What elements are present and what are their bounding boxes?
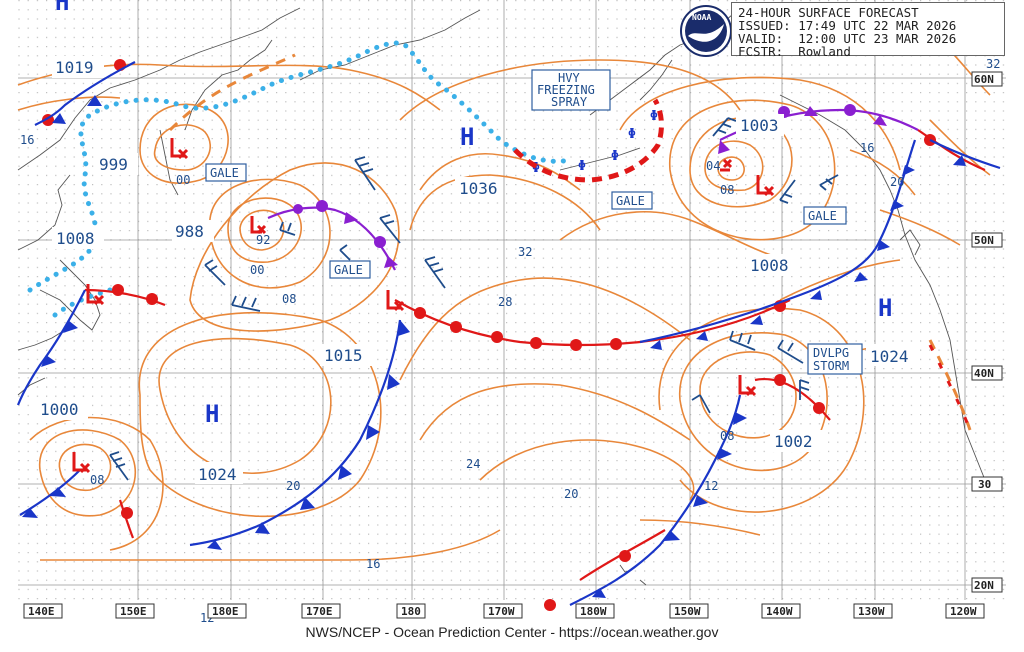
svg-text:04: 04 bbox=[706, 159, 720, 173]
low-pressure-label: 1003 bbox=[740, 116, 779, 135]
svg-text:40N: 40N bbox=[974, 367, 994, 380]
svg-text:08: 08 bbox=[282, 292, 296, 306]
freezing-spray-warning: FREEZING bbox=[537, 83, 595, 97]
low-pressure-label: 1019 bbox=[55, 58, 94, 77]
high-symbols: H H H H bbox=[55, 0, 892, 428]
latitude-labels: 60N 50N 40N 30 20N bbox=[971, 71, 1003, 593]
svg-text:180E: 180E bbox=[212, 605, 239, 618]
gale-warning: GALE bbox=[616, 194, 645, 208]
low-pressure-label: 999 bbox=[99, 155, 128, 174]
high-symbol: H bbox=[878, 294, 892, 322]
svg-text:20N: 20N bbox=[974, 579, 994, 592]
svg-text:60N: 60N bbox=[974, 73, 994, 86]
footer-credit: NWS/NCEP - Ocean Prediction Center - htt… bbox=[305, 624, 719, 640]
issued-value: 17:49 UTC 22 MAR 2026 bbox=[798, 18, 957, 33]
low-symbols bbox=[72, 138, 775, 474]
svg-text:12: 12 bbox=[704, 479, 718, 493]
svg-text:Φ: Φ bbox=[650, 109, 658, 124]
svg-text:Φ: Φ bbox=[532, 161, 540, 176]
low-pressure-label: 1008 bbox=[56, 229, 95, 248]
svg-text:120W: 120W bbox=[950, 605, 977, 618]
svg-text:20: 20 bbox=[286, 479, 300, 493]
svg-text:170W: 170W bbox=[488, 605, 515, 618]
svg-text:00: 00 bbox=[176, 173, 190, 187]
forecaster-line: FCSTR: Rowland bbox=[738, 44, 851, 59]
high-symbol: H bbox=[55, 0, 69, 16]
svg-text:180: 180 bbox=[401, 605, 421, 618]
svg-text:20: 20 bbox=[890, 175, 904, 189]
high-pressure-label: 1024 bbox=[198, 465, 237, 484]
storm-warning: DVLPG bbox=[813, 346, 849, 360]
freezing-spray-symbols: Φ Φ Φ Φ Φ bbox=[532, 109, 658, 176]
svg-text:130W: 130W bbox=[858, 605, 885, 618]
svg-text:20: 20 bbox=[564, 487, 578, 501]
isobars bbox=[17, 39, 991, 561]
low-pressure-label: 1008 bbox=[750, 256, 789, 275]
noaa-logo-text: NOAA bbox=[692, 13, 711, 22]
warning-labels: GALE GALE GALE GALE HVY FREEZING SPRAY D… bbox=[205, 69, 863, 375]
svg-text:32: 32 bbox=[518, 245, 532, 259]
cold-fronts bbox=[16, 61, 1001, 606]
noaa-logo: NOAA bbox=[680, 5, 732, 57]
svg-text:32: 32 bbox=[986, 57, 1000, 71]
svg-text:170E: 170E bbox=[306, 605, 333, 618]
svg-text:140W: 140W bbox=[766, 605, 793, 618]
freezing-spray-warning: HVY bbox=[558, 71, 580, 85]
svg-text:16: 16 bbox=[860, 141, 874, 155]
svg-text:08: 08 bbox=[720, 183, 734, 197]
graticule bbox=[18, 0, 1006, 600]
stationary-fronts bbox=[168, 53, 972, 431]
ice-edge bbox=[513, 98, 664, 183]
low-pressure-label: 1015 bbox=[324, 346, 363, 365]
svg-text:Φ: Φ bbox=[628, 127, 636, 142]
gale-warning: GALE bbox=[210, 166, 239, 180]
svg-text:140E: 140E bbox=[28, 605, 55, 618]
wind-barbs bbox=[109, 117, 839, 481]
longitude-labels: 140E 150E 180E 170E 180 170W 180W 150W 1… bbox=[23, 603, 985, 619]
low-pressure-label: 988 bbox=[175, 222, 204, 241]
svg-text:Φ: Φ bbox=[611, 149, 619, 164]
isobar-labels: 32 28 24 20 20 16 16 12 12 08 08 08 08 0… bbox=[20, 57, 1000, 625]
freezing-spray-warning: SPRAY bbox=[551, 95, 588, 109]
storm-warning: STORM bbox=[813, 359, 849, 373]
high-symbol: H bbox=[205, 400, 219, 428]
svg-text:08: 08 bbox=[90, 473, 104, 487]
cold-front-triangles bbox=[22, 95, 966, 598]
svg-text:150E: 150E bbox=[120, 605, 147, 618]
low-pressure-label: 1002 bbox=[774, 432, 813, 451]
svg-text:30: 30 bbox=[978, 478, 991, 491]
high-symbol: H bbox=[460, 123, 474, 151]
svg-text:00: 00 bbox=[250, 263, 264, 277]
svg-text:28: 28 bbox=[498, 295, 512, 309]
forecast-info-box: 24-HOUR SURFACE FORECAST ISSUED: 17:49 U… bbox=[731, 2, 1005, 59]
high-pressure-label: 1024 bbox=[870, 347, 909, 366]
svg-text:16: 16 bbox=[366, 557, 380, 571]
forecaster-value: Rowland bbox=[798, 44, 851, 59]
valid-value: 12:00 UTC 23 MAR 2026 bbox=[798, 31, 957, 46]
low-pressure-label: 1000 bbox=[40, 400, 79, 419]
svg-text:24: 24 bbox=[466, 457, 480, 471]
svg-text:16: 16 bbox=[20, 133, 34, 147]
svg-text:180W: 180W bbox=[580, 605, 607, 618]
gale-warning: GALE bbox=[808, 209, 837, 223]
gale-warning: GALE bbox=[334, 263, 363, 277]
svg-text:150W: 150W bbox=[674, 605, 701, 618]
svg-text:92: 92 bbox=[256, 233, 270, 247]
plot-area bbox=[18, 0, 1006, 600]
svg-text:08: 08 bbox=[720, 429, 734, 443]
svg-text:Φ: Φ bbox=[578, 159, 586, 174]
forecast-title: 24-HOUR SURFACE FORECAST bbox=[738, 5, 919, 20]
high-pressure-label: 1036 bbox=[459, 179, 498, 198]
issued-line: ISSUED: 17:49 UTC 22 MAR 2026 bbox=[738, 18, 957, 33]
pressure-labels: 1036 1024 1024 1003 988 999 1000 1002 10… bbox=[36, 56, 918, 484]
occluded-front-symbols bbox=[293, 104, 887, 268]
valid-line: VALID: 12:00 UTC 23 MAR 2026 bbox=[738, 31, 957, 46]
svg-text:50N: 50N bbox=[974, 234, 994, 247]
